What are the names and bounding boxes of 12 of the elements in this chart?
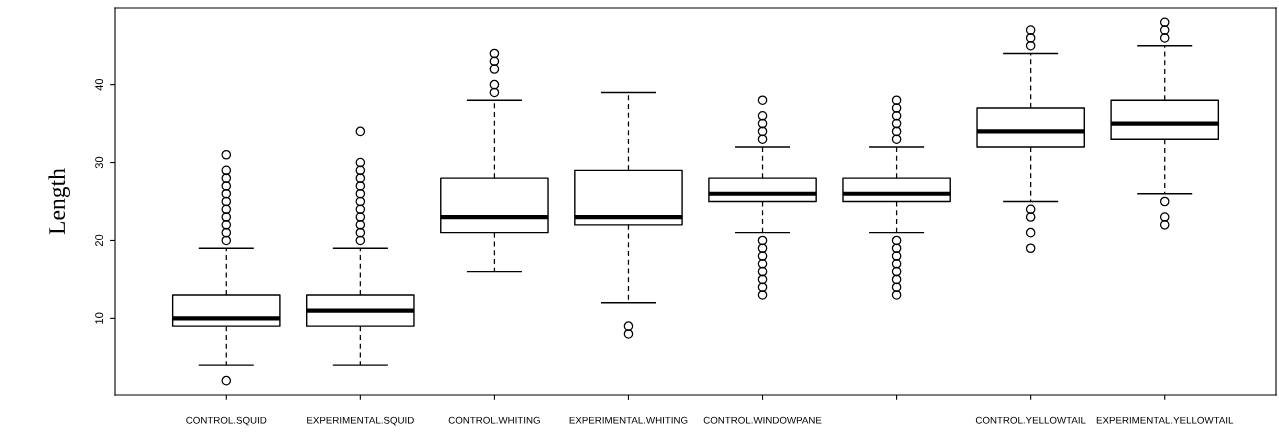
x-tick-label: EXPERIMENTAL.SQUID: [307, 416, 414, 426]
x-tick-label: EXPERIMENTAL.WHITING: [569, 416, 688, 424]
y-tick-label: 10: [95, 312, 104, 324]
x-tick-label: CONTROL.WHITING: [448, 416, 540, 424]
y-axis-title: Length: [48, 168, 70, 235]
x-tick-label: CONTROL.SQUID: [186, 416, 267, 426]
x-tick-label: EXPERIMENTAL.YELLOWTAIL: [1096, 416, 1234, 424]
x-tick-label: CONTROL.WINDOWPANE: [703, 416, 822, 424]
y-tick-label: 20: [95, 234, 104, 247]
x-tick-label: CONTROL.YELLOWTAIL: [975, 416, 1086, 424]
y-tick-label: 30: [95, 156, 104, 169]
y-tick-label: 40: [95, 78, 104, 91]
